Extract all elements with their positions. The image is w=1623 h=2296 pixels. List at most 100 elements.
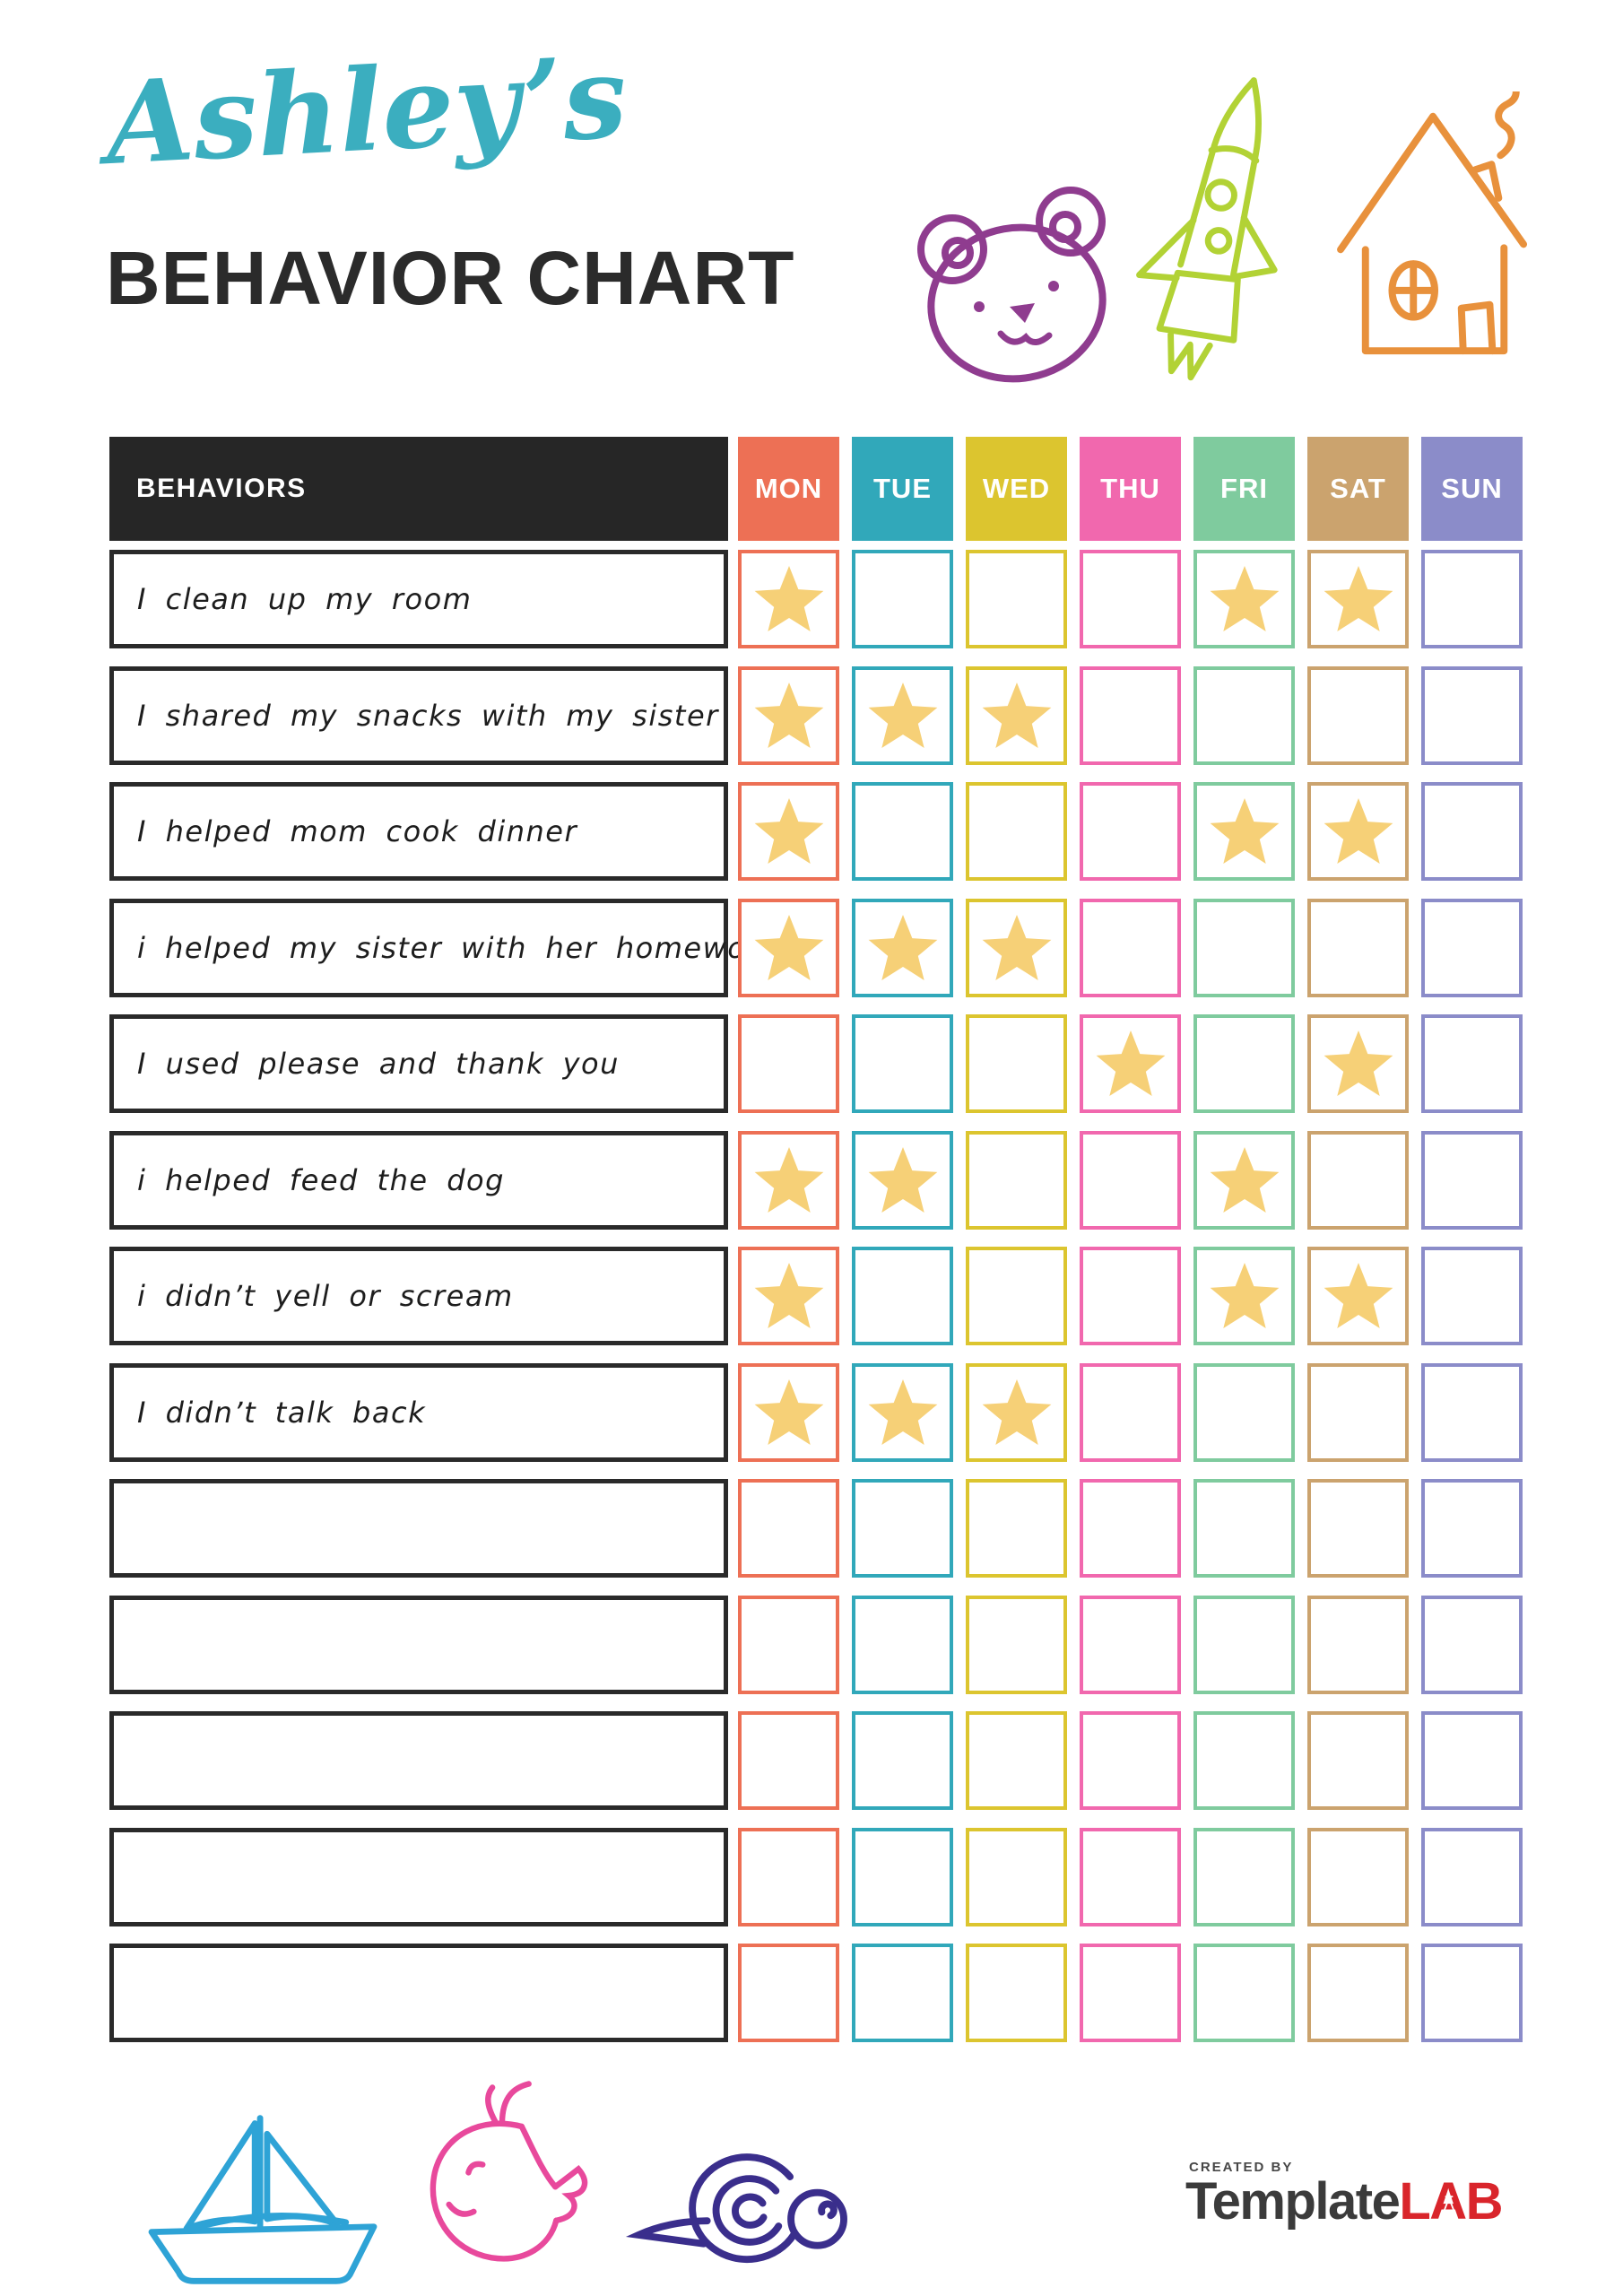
day-cell-fri[interactable] — [1193, 1944, 1295, 2042]
day-cell-sat[interactable] — [1307, 1479, 1409, 1578]
day-cell-wed[interactable] — [966, 898, 1067, 997]
day-cell-fri[interactable] — [1193, 1827, 1295, 1926]
day-cell-thu[interactable] — [1080, 1014, 1181, 1113]
rocket-doodle-icon — [1132, 70, 1311, 396]
day-cell-thu[interactable] — [1080, 1944, 1181, 2042]
day-cell-wed[interactable] — [966, 1479, 1067, 1578]
day-cell-sat[interactable] — [1307, 1362, 1409, 1462]
day-cell-sat[interactable] — [1307, 782, 1409, 881]
day-cell-sun[interactable] — [1421, 665, 1523, 765]
day-cell-sun[interactable] — [1421, 1827, 1523, 1926]
day-cell-fri[interactable] — [1193, 550, 1295, 648]
day-cell-tue[interactable] — [852, 550, 953, 648]
day-cell-mon[interactable] — [738, 1827, 839, 1926]
day-cell-sun[interactable] — [1421, 1944, 1523, 2042]
day-cell-sun[interactable] — [1421, 898, 1523, 997]
day-cell-mon[interactable] — [738, 1247, 839, 1345]
day-cell-mon[interactable] — [738, 1014, 839, 1113]
day-cell-mon[interactable] — [738, 898, 839, 997]
day-cell-sat[interactable] — [1307, 1944, 1409, 2042]
day-cell-mon[interactable] — [738, 1130, 839, 1230]
day-cell-tue[interactable] — [852, 665, 953, 765]
day-cell-thu[interactable] — [1080, 1711, 1181, 1810]
day-cell-fri[interactable] — [1193, 665, 1295, 765]
day-cell-wed[interactable] — [966, 782, 1067, 881]
day-cell-thu[interactable] — [1080, 665, 1181, 765]
day-cell-sat[interactable] — [1307, 898, 1409, 997]
day-cell-wed[interactable] — [966, 550, 1067, 648]
day-cell-thu[interactable] — [1080, 1827, 1181, 1926]
day-cell-tue[interactable] — [852, 782, 953, 881]
day-cell-wed[interactable] — [966, 665, 1067, 765]
day-cell-wed[interactable] — [966, 1711, 1067, 1810]
day-cell-fri[interactable] — [1193, 1247, 1295, 1345]
day-cell-fri[interactable] — [1193, 1595, 1295, 1694]
day-cell-wed[interactable] — [966, 1944, 1067, 2042]
day-cell-mon[interactable] — [738, 1479, 839, 1578]
day-cell-sun[interactable] — [1421, 1130, 1523, 1230]
day-cell-tue[interactable] — [852, 1479, 953, 1578]
day-cell-sun[interactable] — [1421, 550, 1523, 648]
day-cell-thu[interactable] — [1080, 898, 1181, 997]
day-cell-fri[interactable] — [1193, 782, 1295, 881]
day-cell-fri[interactable] — [1193, 1014, 1295, 1113]
day-cell-wed[interactable] — [966, 1595, 1067, 1694]
day-cell-wed[interactable] — [966, 1362, 1067, 1462]
day-cell-tue[interactable] — [852, 1130, 953, 1230]
day-cell-thu[interactable] — [1080, 1247, 1181, 1345]
behavior-label-box[interactable] — [109, 1479, 728, 1578]
day-cell-fri[interactable] — [1193, 1362, 1295, 1462]
behavior-label-box[interactable] — [109, 1944, 728, 2042]
day-cell-wed[interactable] — [966, 1247, 1067, 1345]
day-cell-sun[interactable] — [1421, 782, 1523, 881]
day-cell-mon[interactable] — [738, 665, 839, 765]
day-cell-tue[interactable] — [852, 1014, 953, 1113]
day-cell-wed[interactable] — [966, 1130, 1067, 1230]
day-cell-sun[interactable] — [1421, 1014, 1523, 1113]
behavior-label: I clean up my room — [137, 582, 473, 616]
day-cell-tue[interactable] — [852, 1711, 953, 1810]
day-cell-sun[interactable] — [1421, 1247, 1523, 1345]
star-icon — [982, 682, 1051, 748]
day-cell-fri[interactable] — [1193, 1479, 1295, 1578]
day-cell-thu[interactable] — [1080, 550, 1181, 648]
behavior-label-box[interactable] — [109, 1595, 728, 1694]
day-cell-thu[interactable] — [1080, 1130, 1181, 1230]
day-cell-tue[interactable] — [852, 1247, 953, 1345]
day-cell-sun[interactable] — [1421, 1711, 1523, 1810]
day-cell-fri[interactable] — [1193, 1130, 1295, 1230]
day-cell-sat[interactable] — [1307, 550, 1409, 648]
day-cell-sat[interactable] — [1307, 1827, 1409, 1926]
day-cell-mon[interactable] — [738, 1595, 839, 1694]
day-cell-fri[interactable] — [1193, 1711, 1295, 1810]
day-cell-fri[interactable] — [1193, 898, 1295, 997]
day-cell-tue[interactable] — [852, 1944, 953, 2042]
day-cell-wed[interactable] — [966, 1014, 1067, 1113]
day-cell-sun[interactable] — [1421, 1362, 1523, 1462]
day-cell-sat[interactable] — [1307, 1014, 1409, 1113]
behavior-label-box: i helped my sister with her homework — [109, 898, 777, 997]
day-cell-mon[interactable] — [738, 550, 839, 648]
day-cell-mon[interactable] — [738, 782, 839, 881]
day-cell-tue[interactable] — [852, 898, 953, 997]
day-cell-mon[interactable] — [738, 1711, 839, 1810]
day-cell-sun[interactable] — [1421, 1479, 1523, 1578]
behavior-label-box[interactable] — [109, 1711, 728, 1810]
day-cell-mon[interactable] — [738, 1944, 839, 2042]
day-cell-thu[interactable] — [1080, 1362, 1181, 1462]
day-cell-sun[interactable] — [1421, 1595, 1523, 1694]
day-cell-tue[interactable] — [852, 1827, 953, 1926]
day-cell-tue[interactable] — [852, 1362, 953, 1462]
day-cell-thu[interactable] — [1080, 782, 1181, 881]
behavior-label-box[interactable] — [109, 1827, 728, 1926]
day-cell-mon[interactable] — [738, 1362, 839, 1462]
day-cell-sat[interactable] — [1307, 1247, 1409, 1345]
day-cell-sat[interactable] — [1307, 1711, 1409, 1810]
day-cell-tue[interactable] — [852, 1595, 953, 1694]
day-cell-thu[interactable] — [1080, 1479, 1181, 1578]
day-cell-sat[interactable] — [1307, 1130, 1409, 1230]
day-cell-thu[interactable] — [1080, 1595, 1181, 1694]
day-cell-sat[interactable] — [1307, 1595, 1409, 1694]
day-cell-wed[interactable] — [966, 1827, 1067, 1926]
day-cell-sat[interactable] — [1307, 665, 1409, 765]
